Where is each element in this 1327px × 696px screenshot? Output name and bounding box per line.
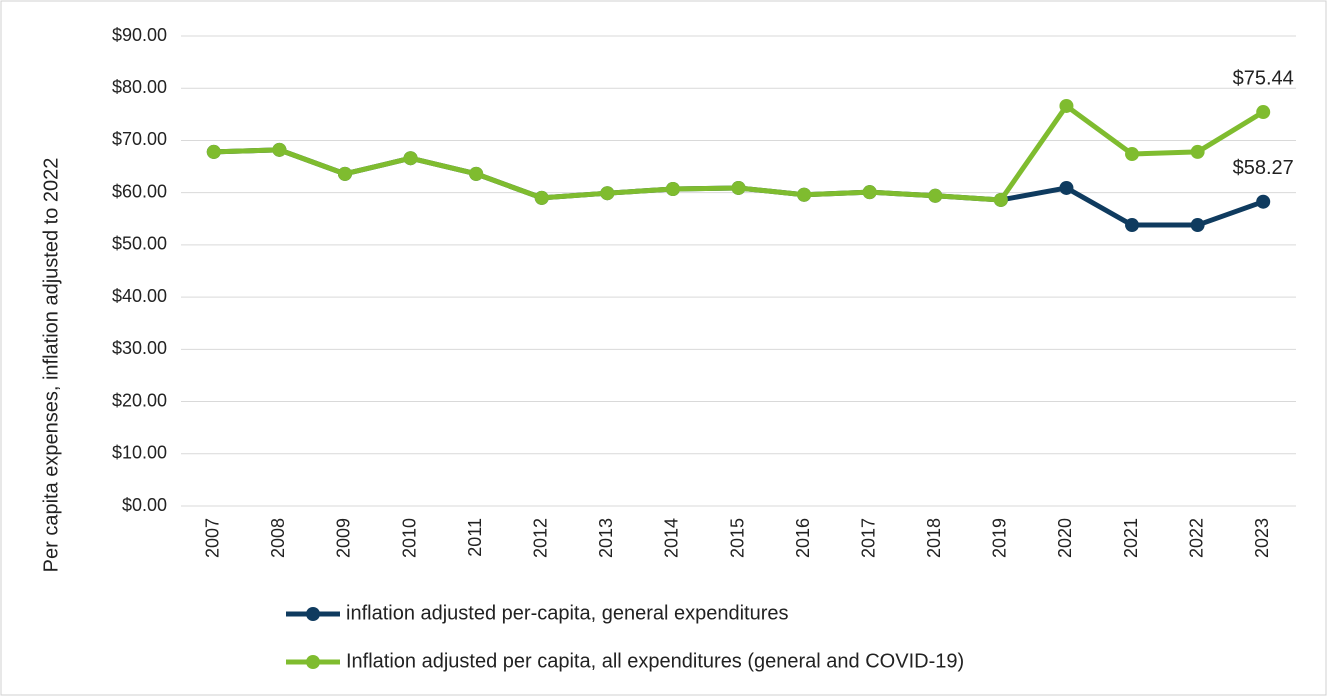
data-point xyxy=(1190,144,1205,159)
x-tick-label: 2019 xyxy=(990,518,1010,558)
legend-label: inflation adjusted per-capita, general e… xyxy=(346,602,789,624)
y-axis-label: Per capita expenses, inflation adjusted … xyxy=(40,158,62,573)
x-tick-label: 2007 xyxy=(203,518,223,558)
data-point xyxy=(469,166,484,181)
data-point xyxy=(862,185,877,200)
x-tick-label: 2012 xyxy=(530,518,550,558)
data-point xyxy=(1256,105,1271,120)
x-tick-label: 2020 xyxy=(1055,518,1075,558)
data-point xyxy=(1190,218,1205,233)
data-point xyxy=(731,180,746,195)
x-tick-label: 2014 xyxy=(662,518,682,558)
data-point xyxy=(1125,218,1140,233)
x-tick-label: 2011 xyxy=(465,518,485,557)
data-point xyxy=(1256,194,1271,209)
data-point xyxy=(665,182,680,197)
data-point xyxy=(1125,147,1140,162)
data-point xyxy=(206,144,221,159)
data-point xyxy=(1059,98,1074,113)
x-tick-label: 2018 xyxy=(924,518,944,558)
x-tick-label: 2010 xyxy=(399,518,419,558)
y-tick-label: $40.00 xyxy=(112,286,167,306)
y-tick-label: $30.00 xyxy=(112,338,167,358)
y-tick-label: $20.00 xyxy=(112,390,167,410)
data-point xyxy=(403,151,418,166)
y-tick-label: $80.00 xyxy=(112,77,167,97)
data-point xyxy=(797,187,812,202)
y-tick-label: $70.00 xyxy=(112,129,167,149)
y-tick-label: $50.00 xyxy=(112,234,167,254)
y-tick-label: $10.00 xyxy=(112,443,167,463)
data-point xyxy=(337,166,352,181)
data-point xyxy=(993,192,1008,207)
data-point xyxy=(600,186,615,201)
x-tick-label: 2015 xyxy=(727,518,747,558)
y-tick-label: $90.00 xyxy=(112,25,167,45)
x-tick-label: 2022 xyxy=(1186,518,1206,558)
data-label: $58.27 xyxy=(1233,157,1294,179)
data-label: $75.44 xyxy=(1233,67,1294,89)
legend-label: Inflation adjusted per capita, all expen… xyxy=(346,650,964,672)
x-tick-label: 2009 xyxy=(334,518,354,558)
x-tick-label: 2016 xyxy=(793,518,813,558)
x-tick-label: 2017 xyxy=(858,518,878,558)
data-point xyxy=(1059,180,1074,195)
y-tick-label: $0.00 xyxy=(122,495,167,515)
x-tick-label: 2008 xyxy=(268,518,288,558)
legend-marker xyxy=(306,607,320,621)
data-point xyxy=(272,142,287,157)
x-tick-label: 2021 xyxy=(1121,518,1141,558)
x-tick-label: 2023 xyxy=(1252,518,1272,558)
data-point xyxy=(928,188,943,203)
legend-marker xyxy=(306,655,320,669)
data-point xyxy=(534,190,549,205)
y-tick-label: $60.00 xyxy=(112,181,167,201)
x-tick-label: 2013 xyxy=(596,518,616,558)
